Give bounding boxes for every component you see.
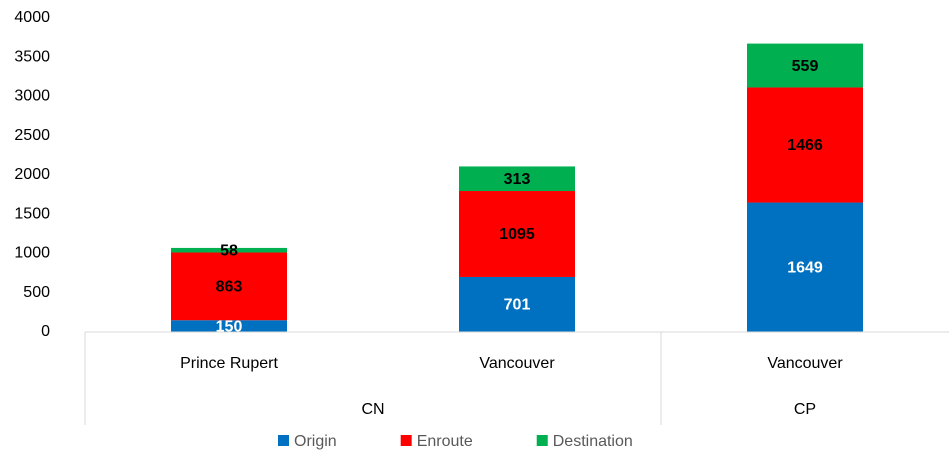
group-label: CN [361, 401, 384, 418]
data-label: 150 [216, 318, 243, 335]
bar-segment [171, 252, 287, 321]
y-tick-label: 4000 [14, 9, 50, 26]
bar-segment [171, 247, 287, 253]
legend-label: Origin [294, 433, 337, 450]
data-label: 58 [220, 242, 238, 259]
bar-segment [747, 202, 863, 332]
bar-segment [747, 43, 863, 88]
data-label: 863 [216, 279, 243, 296]
y-tick-label: 500 [23, 284, 50, 301]
y-tick-label: 3000 [14, 88, 50, 105]
y-tick-label: 3500 [14, 48, 50, 65]
y-tick-label: 2500 [14, 127, 50, 144]
bar-segment [747, 87, 863, 203]
data-label: 1649 [787, 259, 823, 276]
bar-segment [171, 320, 287, 332]
bar-segment [459, 191, 575, 277]
legend-label: Enroute [417, 433, 473, 450]
legend-label: Destination [553, 433, 633, 450]
y-tick-label: 0 [41, 323, 50, 340]
x-tick-label: Prince Rupert [180, 355, 278, 372]
legend-swatch [400, 435, 412, 446]
y-tick-label: 1000 [14, 245, 50, 262]
x-tick-label: Vancouver [767, 355, 843, 372]
data-label: 313 [504, 171, 531, 188]
y-tick-label: 2000 [14, 166, 50, 183]
group-label: CP [794, 401, 816, 418]
y-tick-label: 1500 [14, 205, 50, 222]
x-tick-label: Vancouver [479, 355, 555, 372]
data-label: 1095 [499, 226, 535, 243]
legend-swatch [278, 435, 289, 446]
bar-segment [459, 276, 575, 332]
bar-segment [459, 166, 575, 192]
data-label: 559 [792, 58, 819, 75]
legend-swatch [536, 435, 548, 446]
data-label: 1466 [787, 137, 823, 154]
data-label: 701 [504, 297, 531, 314]
